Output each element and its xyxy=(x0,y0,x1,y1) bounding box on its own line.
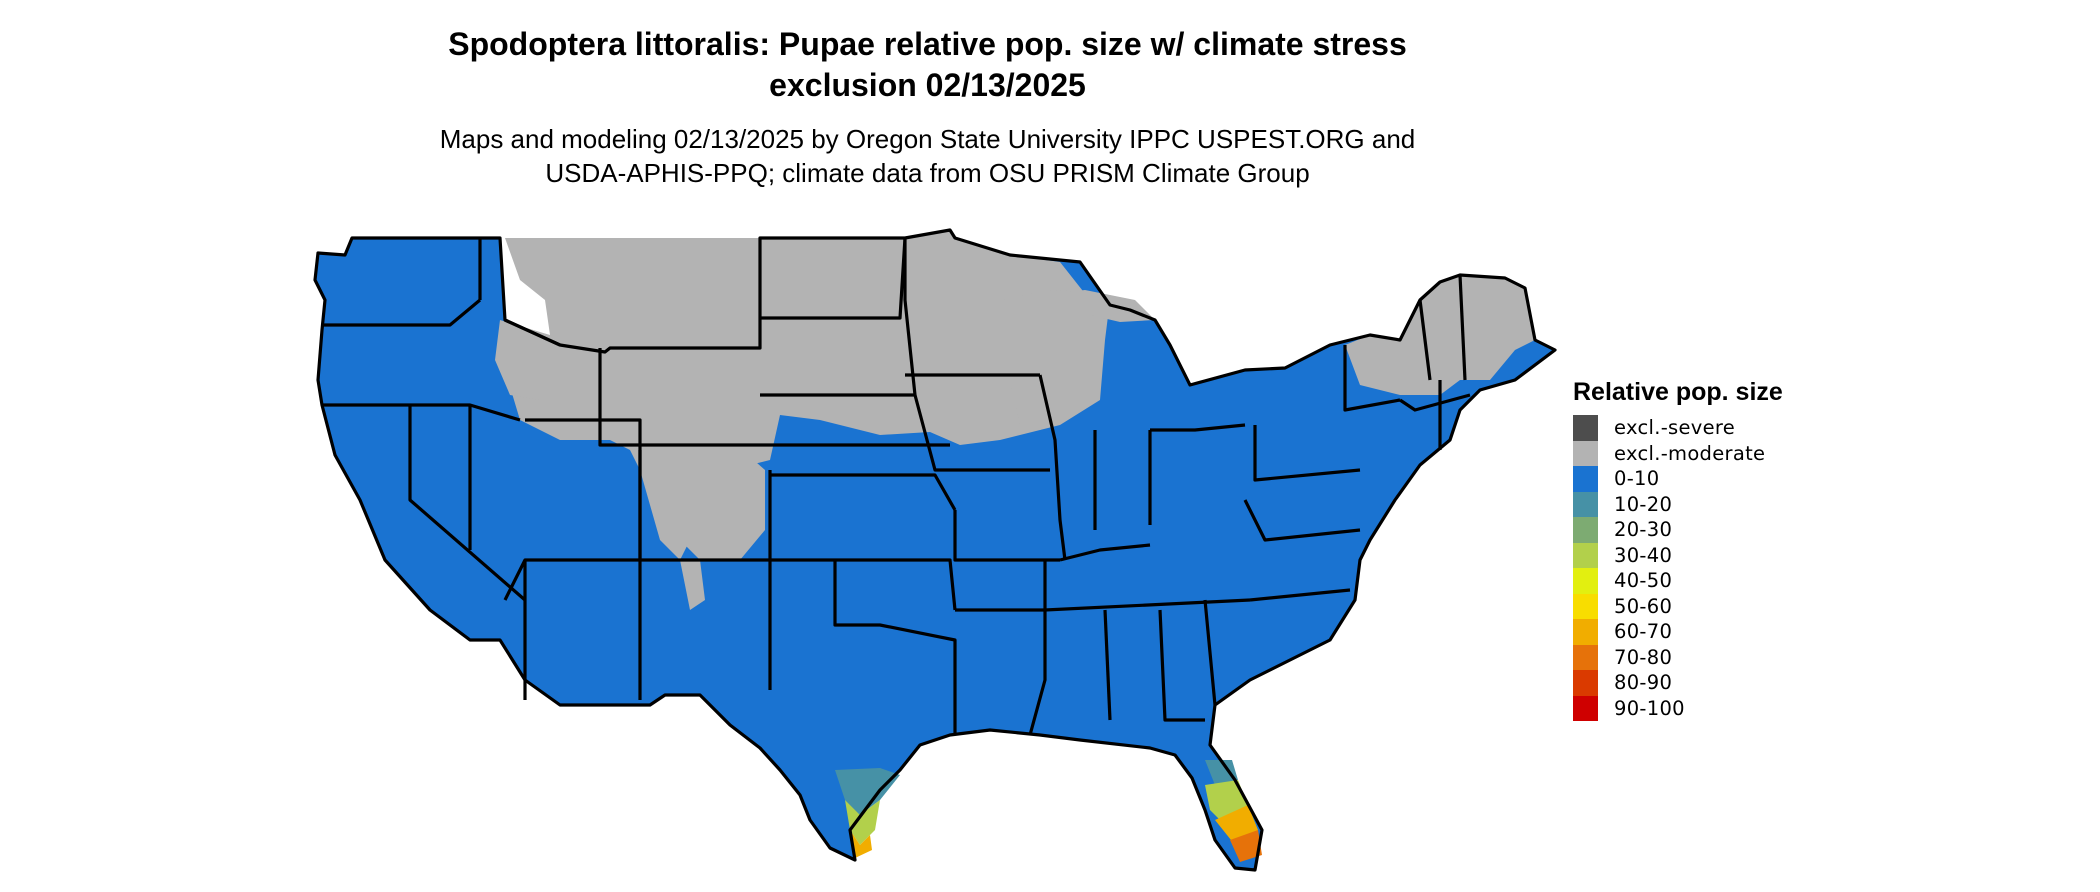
legend-item: 70-80 xyxy=(1573,644,1783,670)
legend-item: excl.-moderate xyxy=(1573,440,1783,466)
legend-swatch xyxy=(1573,466,1598,492)
legend-item: 30-40 xyxy=(1573,542,1783,568)
legend-title: Relative pop. size xyxy=(1573,378,1783,406)
exclusion-zone-colorado xyxy=(660,448,765,560)
legend-label: 60-70 xyxy=(1614,620,1673,644)
exclusion-zone-great-lakes xyxy=(990,290,1110,430)
map-subtitle-line-1: Maps and modeling 02/13/2025 by Oregon S… xyxy=(439,124,1416,154)
legend-item: 0-10 xyxy=(1573,466,1783,492)
legend-item: 20-30 xyxy=(1573,517,1783,543)
legend-label: 50-60 xyxy=(1614,594,1673,618)
zone-10-20-florida xyxy=(1205,760,1238,785)
zone-10-20-texas xyxy=(835,768,900,815)
map-subtitle-line-2: USDA-APHIS-PPQ; climate data from OSU PR… xyxy=(545,158,1310,188)
legend-swatch xyxy=(1573,542,1598,568)
legend-label: 70-80 xyxy=(1614,645,1673,669)
legend-label: 40-50 xyxy=(1614,569,1673,593)
us-map xyxy=(313,228,1557,872)
legend-label: 0-10 xyxy=(1614,467,1660,491)
legend-swatch xyxy=(1573,644,1598,670)
legend-swatch xyxy=(1573,695,1598,721)
legend-item: 40-50 xyxy=(1573,568,1783,594)
exclusion-zone-upper-michigan xyxy=(1040,290,1155,322)
legend-label: 90-100 xyxy=(1614,696,1685,720)
legend-item: 60-70 xyxy=(1573,619,1783,645)
state-borders xyxy=(313,228,1557,872)
legend-item: excl.-severe xyxy=(1573,415,1783,441)
legend-swatch xyxy=(1573,517,1598,543)
legend-swatch xyxy=(1573,619,1598,645)
zone-70-80-florida xyxy=(1230,830,1262,862)
zone-30-40-texas xyxy=(845,800,880,845)
legend-label: excl.-moderate xyxy=(1614,441,1766,465)
legend-label: 10-20 xyxy=(1614,492,1673,516)
legend-swatch xyxy=(1573,670,1598,696)
map-subtitle: Maps and modeling 02/13/2025 by Oregon S… xyxy=(0,122,1855,190)
legend-swatch xyxy=(1573,440,1598,466)
legend-label: excl.-severe xyxy=(1614,416,1736,440)
legend-label: 80-90 xyxy=(1614,671,1673,695)
map-title: Spodoptera littoralis: Pupae relative po… xyxy=(0,24,1855,106)
exclusion-zone-nm-north xyxy=(680,560,705,610)
map-title-line-2: exclusion 02/13/2025 xyxy=(769,67,1086,103)
map-title-line-1: Spodoptera littoralis: Pupae relative po… xyxy=(448,26,1407,62)
legend-swatch xyxy=(1573,568,1598,594)
exclusion-zone-central-idaho xyxy=(495,320,560,400)
legend-item: 10-20 xyxy=(1573,491,1783,517)
legend: Relative pop. size excl.-severe excl.-mo… xyxy=(1573,378,1783,721)
legend-items: excl.-severe excl.-moderate 0-10 10-20 2… xyxy=(1573,415,1783,721)
legend-label: 30-40 xyxy=(1614,543,1673,567)
legend-label: 20-30 xyxy=(1614,518,1673,542)
exclusion-zone-new-england xyxy=(1345,275,1535,395)
zone-60-70-texas xyxy=(850,830,872,858)
legend-item: 50-60 xyxy=(1573,593,1783,619)
legend-swatch xyxy=(1573,593,1598,619)
legend-item: 80-90 xyxy=(1573,670,1783,696)
legend-swatch xyxy=(1573,491,1598,517)
legend-item: 90-100 xyxy=(1573,695,1783,721)
legend-swatch xyxy=(1573,415,1598,441)
